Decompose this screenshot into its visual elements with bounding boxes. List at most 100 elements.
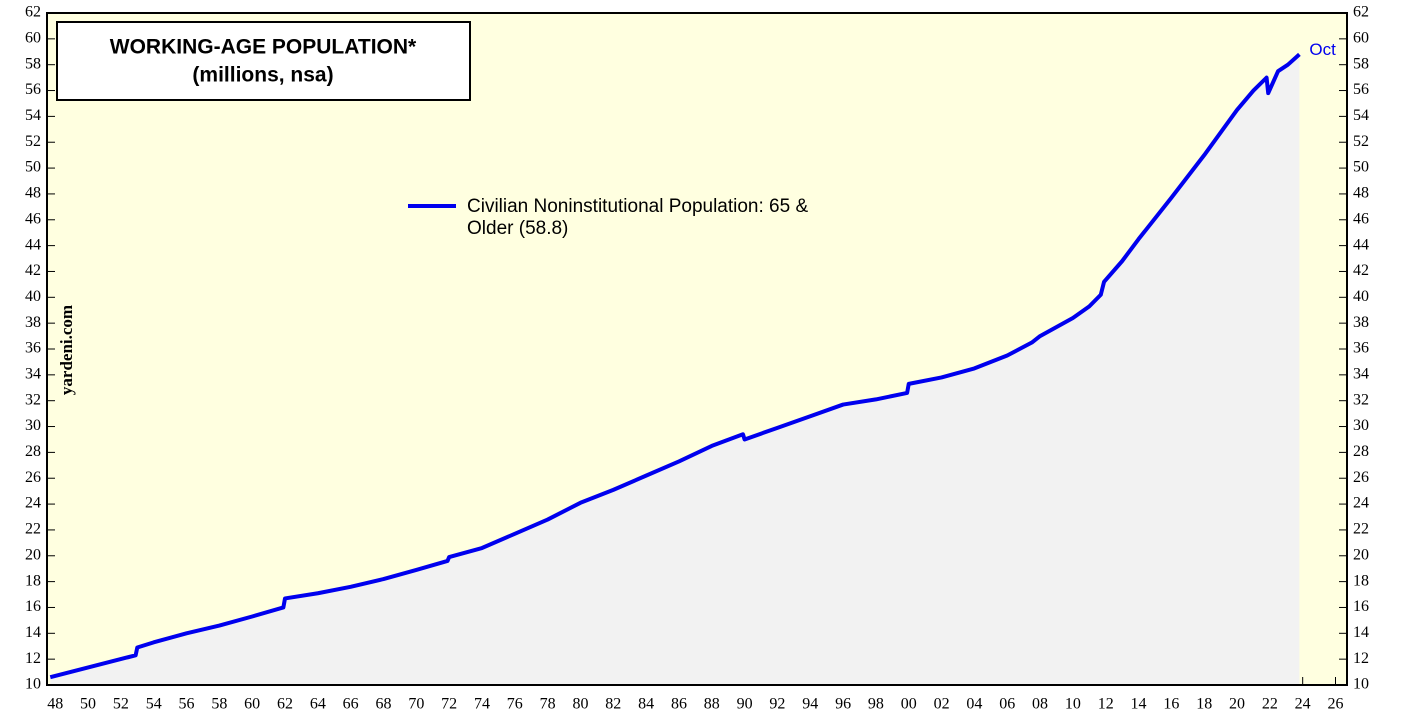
y2-tick-label: 40 [1353, 288, 1369, 305]
x-tick-label: 60 [244, 696, 260, 713]
x-tick-label: 02 [934, 696, 950, 713]
y2-tick-label: 28 [1353, 443, 1369, 460]
y-tick-label: 18 [25, 572, 41, 589]
y-tick-label: 50 [25, 159, 41, 176]
x-tick-label: 16 [1163, 696, 1179, 713]
x-tick-label: 52 [113, 696, 129, 713]
y-tick-label: 54 [25, 107, 41, 124]
y2-tick-label: 10 [1353, 676, 1369, 693]
x-tick-label: 24 [1295, 696, 1311, 713]
y2-tick-label: 38 [1353, 314, 1369, 331]
y2-tick-label: 54 [1353, 107, 1369, 124]
x-tick-label: 56 [179, 696, 195, 713]
y-tick-label: 60 [25, 30, 41, 47]
y-tick-label: 44 [25, 236, 41, 253]
y-tick-label: 36 [25, 340, 41, 357]
y2-tick-label: 24 [1353, 495, 1369, 512]
y2-tick-label: 50 [1353, 159, 1369, 176]
chart-subtitle: (millions, nsa) [192, 64, 333, 87]
x-tick-label: 22 [1262, 696, 1278, 713]
y-tick-label: 26 [25, 469, 41, 486]
x-tick-label: 68 [375, 696, 391, 713]
x-tick-label: 70 [408, 696, 424, 713]
x-tick-label: 18 [1196, 696, 1212, 713]
x-tick-label: 92 [769, 696, 785, 713]
y2-tick-label: 46 [1353, 210, 1369, 227]
y2-tick-label: 36 [1353, 340, 1369, 357]
x-tick-label: 10 [1065, 696, 1081, 713]
y-tick-label: 32 [25, 391, 41, 408]
x-tick-label: 88 [704, 696, 720, 713]
y2-tick-label: 34 [1353, 366, 1369, 383]
x-tick-label: 04 [966, 696, 982, 713]
y2-tick-label: 26 [1353, 469, 1369, 486]
area-fill [50, 54, 1300, 686]
end-annotation: Oct [1309, 40, 1336, 59]
y2-tick-label: 48 [1353, 185, 1369, 202]
y-tick-label: 52 [25, 133, 41, 150]
y-tick-label: 10 [25, 676, 41, 693]
y-tick-label: 12 [25, 650, 41, 667]
x-tick-label: 20 [1229, 696, 1245, 713]
y2-tick-label: 12 [1353, 650, 1369, 667]
y2-tick-label: 58 [1353, 55, 1369, 72]
x-tick-label: 64 [310, 696, 326, 713]
y2-tick-label: 62 [1353, 4, 1369, 21]
x-tick-label: 54 [146, 696, 162, 713]
x-tick-label: 74 [474, 696, 490, 713]
y2-tick-label: 22 [1353, 521, 1369, 538]
y-tick-label: 30 [25, 417, 41, 434]
watermark: yardeni.com [57, 305, 76, 395]
y-tick-label: 24 [25, 495, 41, 512]
chart-title: WORKING-AGE POPULATION* [110, 36, 417, 59]
x-tick-label: 98 [868, 696, 884, 713]
x-tick-label: 26 [1328, 696, 1344, 713]
y-tick-label: 20 [25, 546, 41, 563]
legend-label: Civilian Noninstitutional Population: 65… [467, 196, 809, 239]
x-tick-label: 76 [507, 696, 523, 713]
x-tick-label: 50 [80, 696, 96, 713]
y2-tick-label: 18 [1353, 572, 1369, 589]
x-tick-label: 62 [277, 696, 293, 713]
y-tick-label: 22 [25, 521, 41, 538]
x-tick-label: 12 [1098, 696, 1114, 713]
y-tick-label: 48 [25, 185, 41, 202]
y2-tick-label: 16 [1353, 598, 1369, 615]
x-tick-label: 00 [901, 696, 917, 713]
x-tick-label: 08 [1032, 696, 1048, 713]
y-tick-label: 34 [25, 366, 41, 383]
x-tick-label: 14 [1131, 696, 1147, 713]
y2-tick-label: 32 [1353, 391, 1369, 408]
plot-frame [46, 12, 1348, 686]
y-tick-label: 58 [25, 55, 41, 72]
y-tick-label: 42 [25, 262, 41, 279]
x-tick-label: 94 [802, 696, 818, 713]
x-tick-label: 72 [441, 696, 457, 713]
y-tick-label: 56 [25, 81, 41, 98]
x-tick-label: 78 [540, 696, 556, 713]
y2-tick-label: 14 [1353, 624, 1369, 641]
y-tick-label: 38 [25, 314, 41, 331]
y2-tick-label: 52 [1353, 133, 1369, 150]
x-tick-label: 80 [572, 696, 588, 713]
title-box [56, 21, 471, 101]
x-tick-label: 86 [671, 696, 687, 713]
y2-tick-label: 42 [1353, 262, 1369, 279]
y-tick-label: 14 [25, 624, 41, 641]
y-tick-label: 28 [25, 443, 41, 460]
series-line [49, 52, 1301, 680]
y2-tick-label: 44 [1353, 236, 1369, 253]
y-tick-label: 62 [25, 4, 41, 21]
y2-tick-label: 56 [1353, 81, 1369, 98]
x-tick-label: 66 [343, 696, 359, 713]
y2-tick-label: 30 [1353, 417, 1369, 434]
x-tick-label: 58 [211, 696, 227, 713]
x-tick-label: 90 [737, 696, 753, 713]
x-tick-label: 96 [835, 696, 851, 713]
x-tick-label: 84 [638, 696, 654, 713]
y-tick-label: 40 [25, 288, 41, 305]
x-tick-label: 48 [47, 696, 63, 713]
y-tick-label: 46 [25, 210, 41, 227]
y-tick-label: 16 [25, 598, 41, 615]
